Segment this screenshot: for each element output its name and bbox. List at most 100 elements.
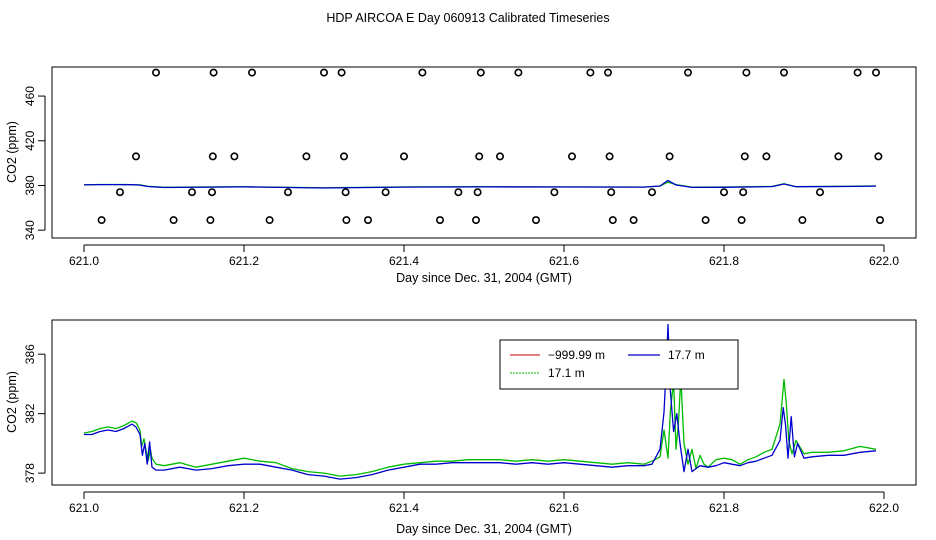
legend-label-17-7m: 17.7 m bbox=[668, 348, 705, 362]
legend-box bbox=[499, 339, 739, 390]
bottom-x-tick-label: 621.6 bbox=[549, 501, 579, 515]
calibration-point bbox=[206, 216, 215, 225]
top-x-tick-label: 621.4 bbox=[389, 254, 419, 268]
calibration-scatter-panel: 621.0 621.2 621.4 621.6 621.8 622.0 340 380 420… bbox=[5, 66, 917, 285]
calibration-point bbox=[475, 152, 484, 161]
calibration-point bbox=[853, 68, 862, 77]
bottom-y-axis-label: CO2 (ppm) bbox=[5, 371, 19, 433]
calibration-point bbox=[834, 152, 843, 161]
top-y-tick-label: 420 bbox=[23, 130, 37, 150]
bottom-plot-frame bbox=[51, 319, 917, 486]
calibration-point bbox=[342, 216, 351, 225]
top-plot-frame bbox=[51, 66, 917, 239]
calibration-point bbox=[399, 152, 408, 161]
calibration-point bbox=[629, 216, 638, 225]
top-series-lines bbox=[83, 179, 877, 189]
top-x-axis: 621.0 621.2 621.4 621.6 621.8 622.0 bbox=[69, 244, 899, 268]
legend: −999.99 m 17.1 m 17.7 m bbox=[499, 339, 739, 390]
top-y-axis-label: CO2 (ppm) bbox=[5, 121, 19, 183]
top-y-tick-label: 340 bbox=[23, 220, 37, 240]
top-y-tick-label: 460 bbox=[23, 86, 37, 106]
bottom-series-line-17-7-m bbox=[84, 323, 877, 480]
top-x-tick-label: 621.8 bbox=[709, 254, 739, 268]
calibration-point bbox=[815, 188, 824, 197]
legend-label-minus999: −999.99 m bbox=[548, 348, 605, 362]
calibration-point bbox=[567, 152, 576, 161]
calibration-point bbox=[302, 152, 311, 161]
legend-label-17-1m: 17.1 m bbox=[548, 366, 585, 380]
calibration-point bbox=[719, 188, 728, 197]
top-x-tick-label: 621.6 bbox=[549, 254, 579, 268]
calibration-point bbox=[473, 188, 482, 197]
figure-title: HDP AIRCOA E Day 060913 Calibrated Times… bbox=[326, 11, 609, 25]
calibration-point bbox=[435, 216, 444, 225]
calibration-point bbox=[208, 152, 217, 161]
calibration-point bbox=[208, 188, 217, 197]
calibration-point bbox=[319, 68, 328, 77]
co2-timeseries-panel: 621.0 621.2 621.4 621.6 621.8 622.0 378 382 386… bbox=[5, 319, 917, 536]
calibration-point bbox=[742, 68, 751, 77]
calibration-point bbox=[531, 216, 540, 225]
calibration-point bbox=[132, 152, 141, 161]
calibration-point bbox=[248, 68, 257, 77]
calibration-point bbox=[471, 216, 480, 225]
calibration-point bbox=[875, 216, 884, 225]
calibration-point bbox=[608, 216, 617, 225]
bottom-y-tick-label: 378 bbox=[23, 463, 37, 483]
top-x-axis-label: Day since Dec. 31, 2004 (GMT) bbox=[396, 271, 572, 285]
calibration-point bbox=[341, 188, 350, 197]
calibration-point bbox=[683, 68, 692, 77]
calibration-point bbox=[476, 68, 485, 77]
bottom-y-tick-label: 386 bbox=[23, 344, 37, 364]
calibration-point bbox=[550, 188, 559, 197]
calibration-point bbox=[283, 188, 292, 197]
bottom-series-lines bbox=[83, 323, 877, 480]
bottom-x-tick-label: 621.4 bbox=[389, 501, 419, 515]
calibration-point bbox=[737, 216, 746, 225]
calibration-point bbox=[779, 68, 788, 77]
calibration-point bbox=[874, 152, 883, 161]
bottom-x-axis-label: Day since Dec. 31, 2004 (GMT) bbox=[396, 522, 572, 536]
calibration-point bbox=[418, 68, 427, 77]
calibration-point bbox=[337, 68, 346, 77]
top-y-axis: 340 380 420 460 bbox=[23, 86, 46, 240]
top-x-tick-label: 621.0 bbox=[69, 254, 99, 268]
calibration-point bbox=[169, 216, 178, 225]
top-y-tick-label: 380 bbox=[23, 175, 37, 195]
calibration-points bbox=[97, 68, 884, 225]
calibration-point bbox=[605, 152, 614, 161]
calibration-point bbox=[740, 152, 749, 161]
top-x-tick-label: 621.2 bbox=[229, 254, 259, 268]
bottom-x-tick-label: 621.8 bbox=[709, 501, 739, 515]
calibration-point bbox=[871, 68, 880, 77]
calibration-point bbox=[739, 188, 748, 197]
calibration-point bbox=[454, 188, 463, 197]
bottom-x-tick-label: 621.2 bbox=[229, 501, 259, 515]
bottom-x-tick-label: 621.0 bbox=[69, 501, 99, 515]
calibration-point bbox=[665, 152, 674, 161]
bottom-y-tick-label: 382 bbox=[23, 403, 37, 423]
calibration-point bbox=[495, 152, 504, 161]
top-x-tick-label: 622.0 bbox=[869, 254, 899, 268]
calibration-point bbox=[647, 188, 656, 197]
calibration-point bbox=[514, 68, 523, 77]
calibration-point bbox=[701, 216, 710, 225]
calibration-point bbox=[381, 188, 390, 197]
calibration-point bbox=[97, 216, 106, 225]
calibration-point bbox=[363, 216, 372, 225]
calibration-point bbox=[152, 68, 161, 77]
bottom-x-axis: 621.0 621.2 621.4 621.6 621.8 622.0 bbox=[69, 491, 899, 515]
bottom-x-tick-label: 622.0 bbox=[869, 501, 899, 515]
calibration-point bbox=[586, 68, 595, 77]
calibration-point bbox=[339, 152, 348, 161]
calibration-point bbox=[265, 216, 274, 225]
calibration-point bbox=[209, 68, 218, 77]
bottom-y-axis: 378 382 386 bbox=[23, 344, 46, 483]
calibration-point bbox=[607, 188, 616, 197]
calibration-point bbox=[188, 188, 197, 197]
calibration-point bbox=[603, 68, 612, 77]
calibration-point bbox=[116, 188, 125, 197]
calibration-point bbox=[230, 152, 239, 161]
calibration-point bbox=[762, 152, 771, 161]
